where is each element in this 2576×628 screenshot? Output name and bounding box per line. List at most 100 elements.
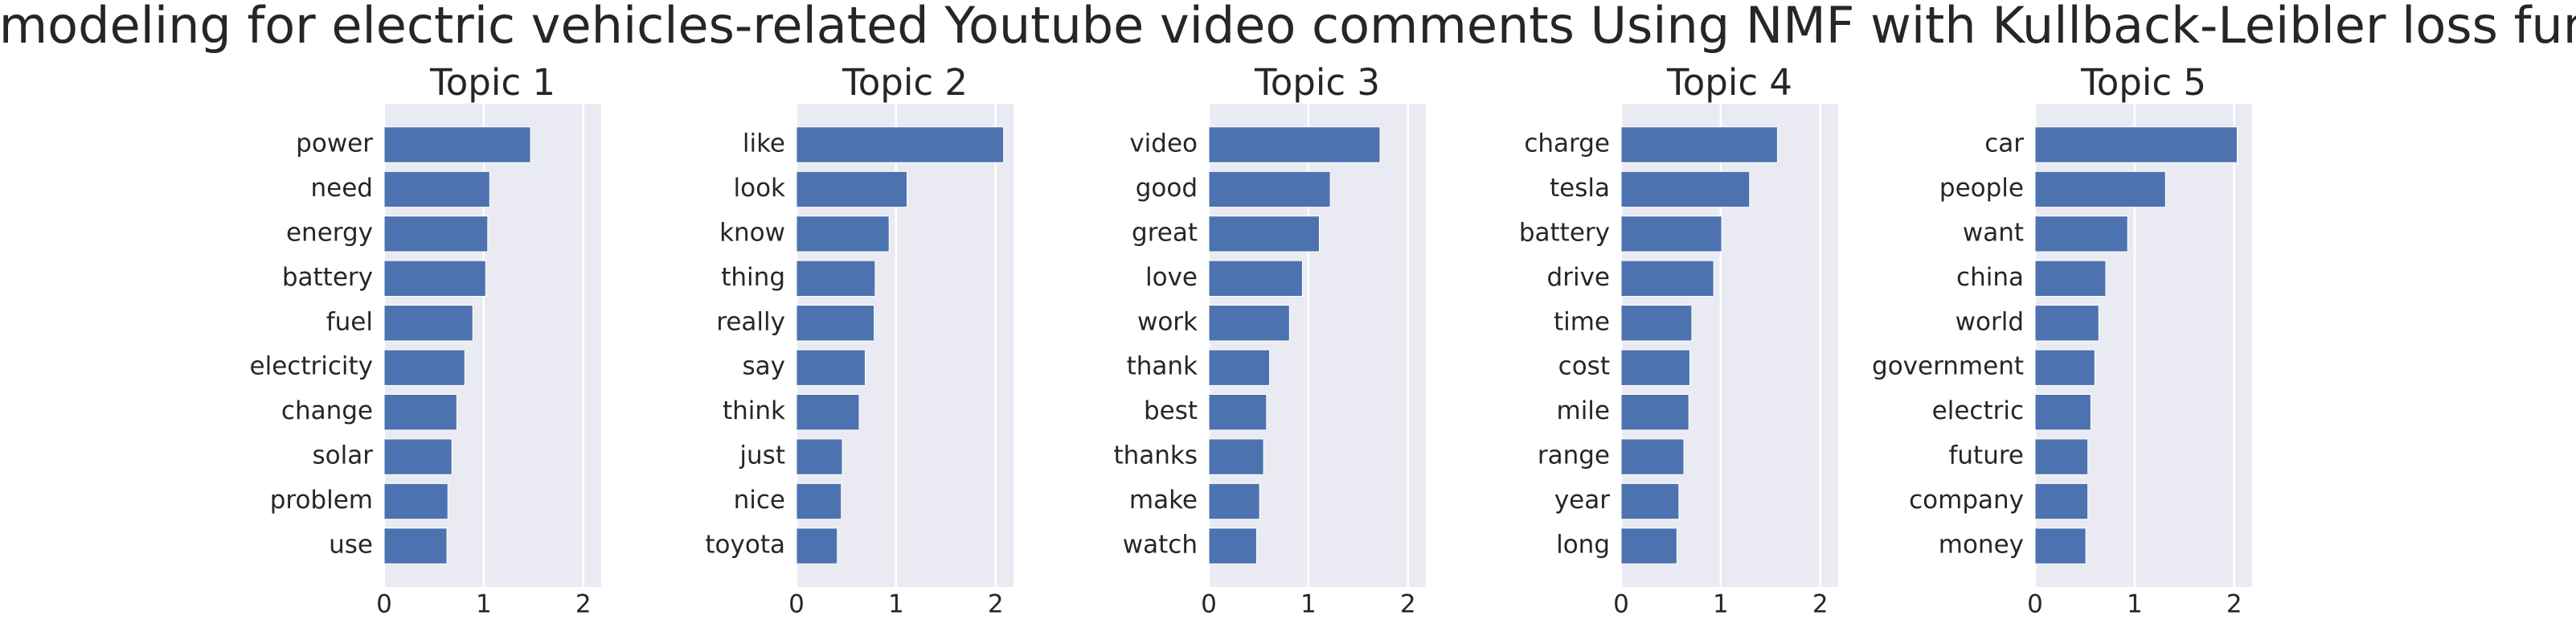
bar	[1208, 438, 1264, 475]
y-tick-label: thank	[1127, 352, 1198, 381]
x-tick-label: 2	[988, 590, 1004, 619]
bar	[383, 305, 473, 342]
bar	[2034, 260, 2107, 298]
subplot-title: Topic 5	[2080, 61, 2206, 104]
y-tick-label: toyota	[705, 530, 785, 559]
bar	[796, 393, 860, 431]
bar	[2034, 393, 2091, 431]
y-tick-label: love	[1145, 263, 1198, 292]
y-tick-label: electricity	[250, 352, 373, 381]
y-tick-label: time	[1554, 307, 1610, 336]
y-tick-label: like	[743, 129, 785, 158]
bar	[383, 349, 465, 386]
y-tick-label: say	[743, 352, 786, 381]
y-tick-label: watch	[1123, 530, 1198, 559]
bar	[796, 482, 842, 520]
bar	[383, 393, 457, 431]
y-tick-label: work	[1137, 307, 1198, 336]
x-tick-label: 0	[788, 590, 805, 619]
bar	[383, 126, 531, 163]
y-tick-label: people	[1939, 174, 2024, 203]
y-tick-label: china	[1956, 263, 2024, 292]
x-tick-label: 1	[1300, 590, 1317, 619]
y-tick-label: world	[1956, 307, 2024, 336]
bar	[2034, 305, 2099, 342]
subplot-title: Topic 2	[842, 61, 968, 104]
y-tick-label: range	[1538, 441, 1610, 470]
x-tick-label: 0	[1613, 590, 1629, 619]
y-tick-label: future	[1949, 441, 2025, 470]
bar	[2034, 482, 2089, 520]
y-tick-label: good	[1136, 174, 1198, 203]
bar	[796, 438, 843, 475]
x-tick-label: 2	[1400, 590, 1416, 619]
bar	[1620, 305, 1693, 342]
x-tick-label: 1	[476, 590, 492, 619]
y-tick-label: problem	[270, 486, 373, 515]
bar	[796, 349, 866, 386]
y-tick-label: thanks	[1113, 441, 1198, 470]
y-tick-label: thing	[721, 263, 785, 292]
y-tick-label: best	[1144, 396, 1198, 425]
bar	[383, 215, 489, 252]
y-tick-label: charge	[1524, 129, 1610, 158]
bar	[1208, 393, 1268, 431]
bar	[796, 260, 876, 298]
y-tick-label: drive	[1547, 263, 1610, 292]
y-tick-label: look	[734, 174, 786, 203]
bar	[796, 126, 1005, 163]
bar	[1620, 482, 1680, 520]
y-tick-label: long	[1556, 530, 1610, 559]
x-tick-label: 2	[575, 590, 592, 619]
y-tick-label: make	[1129, 486, 1198, 515]
bar	[1208, 527, 1257, 564]
bar	[383, 482, 448, 520]
y-tick-label: government	[1872, 352, 2024, 381]
bar	[383, 260, 486, 298]
bar	[1620, 126, 1778, 163]
y-tick-label: use	[329, 530, 373, 559]
y-tick-label: power	[296, 129, 373, 158]
x-tick-label: 1	[888, 590, 904, 619]
bar	[1208, 126, 1381, 163]
bar	[1208, 170, 1331, 208]
bar	[1620, 527, 1677, 564]
bar	[1208, 260, 1303, 298]
y-tick-label: mile	[1557, 396, 1611, 425]
y-tick-label: nice	[734, 486, 785, 515]
y-tick-label: really	[716, 307, 785, 336]
bar	[796, 527, 838, 564]
figure-title: Topic modeling for electric vehicles-rel…	[0, 0, 2576, 55]
bar	[796, 305, 875, 342]
y-tick-label: know	[719, 218, 785, 247]
x-tick-label: 1	[1713, 590, 1729, 619]
bar	[1208, 215, 1320, 252]
y-tick-label: battery	[1519, 218, 1610, 247]
y-tick-label: energy	[286, 218, 373, 247]
y-tick-label: video	[1129, 129, 1198, 158]
bar	[2034, 438, 2089, 475]
y-tick-label: want	[1963, 218, 2024, 247]
bar	[383, 438, 453, 475]
y-tick-label: just	[739, 441, 785, 470]
y-tick-label: battery	[282, 263, 373, 292]
bar	[1208, 349, 1271, 386]
bar	[383, 527, 448, 564]
bar	[796, 215, 890, 252]
x-tick-label: 2	[2226, 590, 2242, 619]
bar	[383, 170, 490, 208]
bar	[2034, 215, 2128, 252]
y-tick-label: cost	[1558, 352, 1610, 381]
bar	[1620, 260, 1714, 298]
bar	[2034, 126, 2238, 163]
y-tick-label: think	[723, 396, 785, 425]
bar	[1620, 170, 1751, 208]
subplot-title: Topic 1	[429, 61, 555, 104]
x-tick-label: 0	[376, 590, 392, 619]
bar	[1620, 393, 1689, 431]
x-tick-label: 1	[2127, 590, 2143, 619]
y-tick-label: tesla	[1550, 174, 1610, 203]
bar	[1620, 438, 1685, 475]
y-tick-label: electric	[1932, 396, 2024, 425]
